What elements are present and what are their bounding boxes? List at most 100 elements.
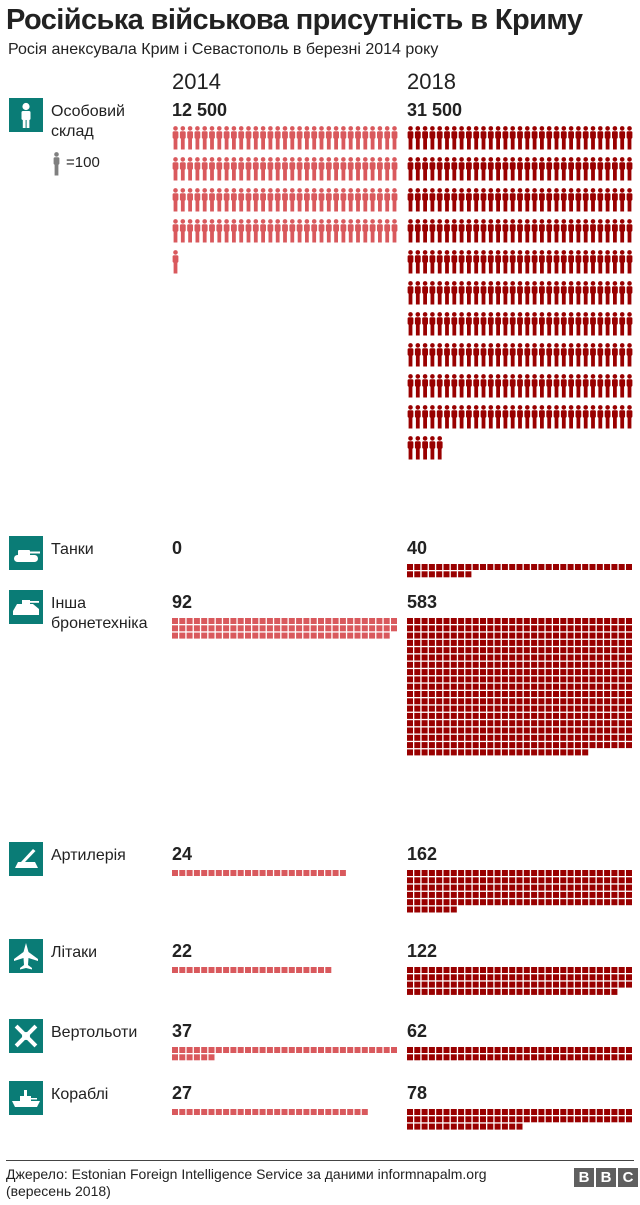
unit-square bbox=[259, 1047, 266, 1053]
unit-square bbox=[450, 877, 457, 884]
unit-square bbox=[201, 1054, 208, 1061]
person-mark bbox=[626, 374, 633, 398]
unit-square bbox=[428, 1123, 435, 1130]
unit-square bbox=[611, 899, 618, 906]
unit-square bbox=[523, 877, 530, 884]
unit-square bbox=[574, 981, 581, 988]
unit-square bbox=[574, 891, 581, 898]
unit-square bbox=[318, 967, 324, 973]
person-mark bbox=[304, 188, 310, 212]
person-mark bbox=[274, 157, 281, 181]
unit-square bbox=[574, 632, 581, 639]
person-mark bbox=[560, 126, 567, 150]
person-mark bbox=[252, 126, 259, 150]
unit-square bbox=[589, 720, 596, 727]
unit-square bbox=[465, 720, 472, 727]
unit-square bbox=[458, 727, 465, 734]
unit-square bbox=[288, 618, 295, 624]
unit-square bbox=[501, 639, 508, 646]
unit-square bbox=[596, 891, 603, 898]
unit-square bbox=[472, 899, 479, 906]
unit-square bbox=[516, 884, 523, 891]
person-mark bbox=[531, 343, 538, 367]
unit-square bbox=[480, 618, 486, 624]
person-mark bbox=[172, 157, 179, 181]
unit-square bbox=[421, 906, 428, 913]
person-mark bbox=[582, 126, 589, 150]
unit-square bbox=[339, 1047, 346, 1053]
unit-square bbox=[414, 618, 421, 624]
person-mark bbox=[582, 374, 589, 398]
unit-square bbox=[553, 988, 559, 995]
unit-square bbox=[516, 891, 523, 898]
unit-square bbox=[472, 870, 479, 876]
unit-square bbox=[501, 734, 508, 741]
person-mark bbox=[458, 188, 465, 212]
unit-square bbox=[567, 698, 574, 705]
person-mark bbox=[260, 219, 266, 243]
unit-square bbox=[458, 564, 465, 570]
unit-square bbox=[281, 625, 288, 632]
value-label-2018: 62 bbox=[407, 1021, 427, 1041]
person-mark bbox=[384, 219, 391, 243]
unit-square bbox=[428, 661, 435, 668]
unit-square bbox=[288, 632, 295, 639]
unit-square bbox=[494, 891, 501, 898]
unit-square bbox=[215, 870, 222, 876]
unit-square bbox=[589, 981, 596, 988]
unit-square bbox=[487, 981, 494, 988]
unit-square bbox=[538, 734, 545, 741]
unit-square bbox=[545, 749, 552, 756]
unit-square bbox=[604, 981, 611, 988]
unit-square bbox=[436, 669, 443, 676]
unit-square bbox=[574, 661, 581, 668]
unit-square bbox=[472, 734, 479, 741]
unit-square bbox=[361, 625, 368, 632]
unit-square bbox=[369, 618, 376, 624]
unit-square bbox=[545, 870, 552, 876]
unit-square bbox=[494, 988, 501, 995]
unit-square bbox=[618, 1109, 625, 1115]
person-mark bbox=[509, 405, 516, 429]
unit-square bbox=[325, 870, 332, 876]
person-mark bbox=[458, 343, 465, 367]
person-mark bbox=[252, 219, 259, 243]
unit-square bbox=[421, 891, 428, 898]
unit-square bbox=[545, 564, 552, 570]
unit-square bbox=[421, 1054, 428, 1061]
unit-square bbox=[523, 891, 530, 898]
unit-square bbox=[545, 988, 552, 995]
unit-square bbox=[589, 647, 596, 654]
unit-square bbox=[567, 720, 574, 727]
unit-square bbox=[516, 691, 523, 697]
unit-square bbox=[172, 1047, 178, 1053]
unit-square bbox=[509, 1116, 516, 1123]
person-mark bbox=[223, 126, 230, 150]
unit-square bbox=[458, 654, 465, 661]
unit-square bbox=[611, 661, 618, 668]
unit-square bbox=[596, 712, 603, 719]
unit-square bbox=[465, 618, 472, 624]
unit-square bbox=[611, 974, 618, 981]
person-mark bbox=[436, 219, 443, 243]
unit-square bbox=[626, 727, 632, 734]
category-ships: Кораблі 27 78 bbox=[9, 1081, 632, 1130]
unit-square bbox=[480, 1109, 486, 1115]
unit-square bbox=[538, 712, 545, 719]
unit-square bbox=[414, 727, 421, 734]
unit-square bbox=[509, 683, 516, 690]
unit-square bbox=[509, 669, 516, 676]
person-mark bbox=[626, 343, 633, 367]
person-mark bbox=[267, 157, 274, 181]
unit-square bbox=[582, 1109, 589, 1115]
unit-square bbox=[414, 870, 421, 876]
unit-square bbox=[553, 632, 559, 639]
person-mark bbox=[590, 250, 596, 274]
person-mark bbox=[582, 405, 589, 429]
unit-square bbox=[245, 1047, 251, 1053]
unit-square bbox=[428, 705, 435, 712]
person-mark bbox=[560, 374, 567, 398]
unit-square bbox=[516, 676, 523, 683]
person-mark bbox=[422, 188, 428, 212]
person-mark bbox=[407, 126, 414, 150]
